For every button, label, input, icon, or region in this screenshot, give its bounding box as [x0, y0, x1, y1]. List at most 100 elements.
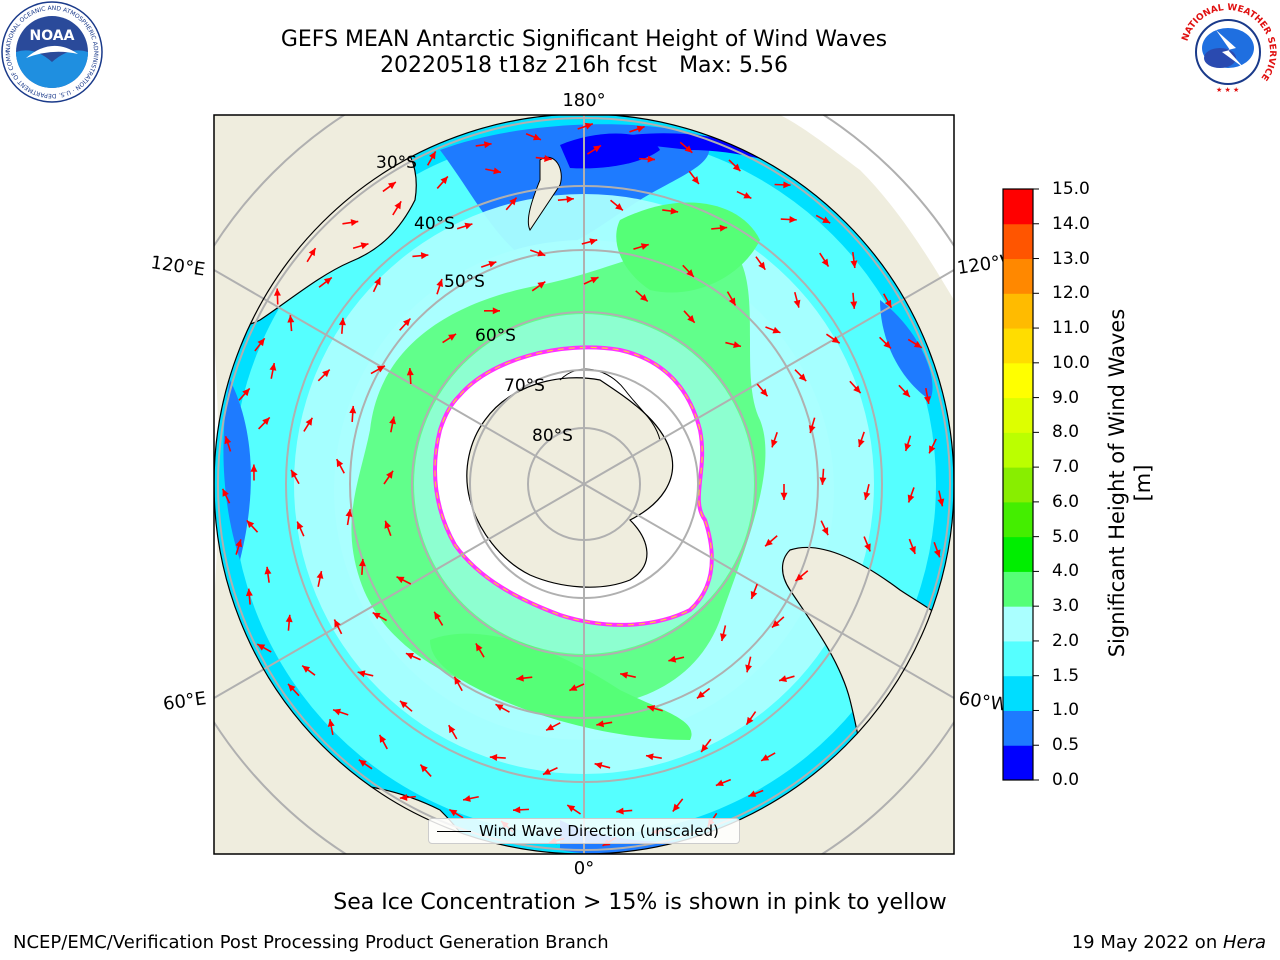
wave-arrow-head [584, 122, 593, 130]
colorbar-swatch [1003, 293, 1033, 329]
wave-arrow-head [532, 133, 541, 141]
colorbar-tick-label: 0.5 [1052, 735, 1080, 756]
wave-arrow-head [750, 590, 758, 599]
colorbar-tick-label: 13.0 [1052, 248, 1090, 269]
wave-arrow-head [257, 644, 266, 651]
colorbar-frame [1002, 188, 1034, 781]
wave-arrow-head [819, 477, 827, 485]
wave-arrow-head [374, 277, 381, 286]
wave-arrow-head [748, 790, 757, 797]
wave-arrow-head [357, 670, 366, 678]
wave-arrow-head [771, 439, 778, 448]
wave-arrow-head [358, 759, 367, 767]
host-name: Hera [1222, 932, 1266, 953]
wave-arrow-head [339, 317, 346, 326]
colorbar-tick-label: 15.0 [1052, 179, 1090, 199]
wave-arrow-head [933, 549, 941, 558]
wave-arrow-head [509, 197, 517, 206]
wave-arrow-head [853, 385, 861, 394]
wave-arrow-head [406, 368, 414, 376]
wave-arrow-head [389, 416, 396, 425]
wave-arrow-head [285, 614, 293, 623]
colorbar-tick-label: 1.5 [1052, 665, 1080, 686]
nws-logo: NATIONAL WEATHER SERVICE ★ ★ ★ [1178, 2, 1278, 102]
lat-label-80s: 80°S [532, 426, 573, 446]
wave-arrow-head [783, 181, 791, 189]
wave-arrow-head [488, 260, 497, 268]
wind-wave-arrows [221, 122, 945, 847]
colorbar-swatch [1003, 745, 1033, 781]
wave-arrow-head [537, 281, 546, 289]
colorbar-tick-label: 4.0 [1052, 561, 1080, 582]
wave-arrow-head [929, 445, 936, 454]
colorbar-tick-label: 8.0 [1052, 422, 1080, 443]
colorbar [1003, 188, 1039, 781]
colorbar-swatch [1003, 432, 1033, 468]
wave-arrow-head [288, 683, 296, 692]
wave-arrow-head [645, 753, 654, 761]
colorbar-swatch [1003, 223, 1033, 260]
blank-corner [780, 115, 954, 300]
colorbar-tick-label: 5.0 [1052, 526, 1080, 547]
wave-arrow-head [795, 573, 804, 582]
issue-date-text: 19 May 2022 on [1071, 932, 1223, 953]
wave-arrow-head [537, 249, 546, 257]
credit-text: NCEP/EMC/Verification Post Processing Pr… [13, 932, 609, 953]
wave-arrow-head [596, 720, 605, 728]
wave-arrow-head [386, 470, 394, 479]
wave-arrow-head [305, 417, 313, 426]
wave-arrow-head [670, 207, 679, 215]
colorbar-swatch [1003, 710, 1033, 746]
wave-arrow-head [567, 805, 576, 812]
wave-arrow-head [405, 653, 414, 660]
wave-arrow-head [761, 754, 770, 761]
wave-arrow-head [620, 671, 628, 679]
colorbar-swatch [1003, 258, 1033, 294]
wave-arrow-head [287, 315, 295, 323]
wave-arrow-head [593, 145, 601, 153]
wave-arrow-head [542, 768, 551, 775]
wave-arrow-head [512, 806, 521, 814]
colorbar-swatch [1003, 606, 1033, 642]
wave-arrow-head [745, 664, 752, 673]
lon-label-60w: 60°W [957, 688, 1009, 716]
wave-arrow-head [434, 611, 441, 620]
lon-label-180: 180° [562, 90, 605, 111]
wave-arrow-head [684, 145, 693, 153]
wave-arrow-head [495, 704, 504, 711]
wave-arrow-head [399, 700, 408, 709]
legend-line-swatch [437, 831, 471, 832]
wave-arrow-head [336, 459, 344, 468]
wave-arrow-head [242, 388, 250, 397]
wave-arrow-head [779, 675, 788, 682]
wave-arrow-head [719, 224, 728, 232]
wave-arrow-head [728, 297, 736, 306]
wave-arrow-head [376, 365, 385, 373]
wave-arrow-head [262, 417, 270, 426]
max-value-label: Max: 5.56 [679, 53, 788, 78]
colorbar-swatch [1003, 328, 1033, 364]
wave-arrow-head [884, 299, 892, 308]
wave-arrow-head [436, 279, 444, 287]
wave-arrow-head [668, 655, 677, 663]
wave-arrow-head [333, 708, 342, 716]
wave-arrow-head [743, 192, 752, 199]
wave-arrow-head [691, 176, 699, 184]
wave-arrow-head [715, 779, 724, 787]
colorbar-tick-label: 2.0 [1052, 630, 1080, 651]
wave-arrow-head [308, 248, 316, 257]
wave-arrow-head [850, 301, 858, 309]
wave-arrow-head [909, 545, 916, 554]
wave-arrow-head [291, 469, 298, 478]
wave-arrow-head [904, 443, 912, 452]
wave-arrow-head [822, 216, 831, 224]
wave-arrow-head [322, 369, 330, 378]
colorbar-swatch [1003, 362, 1033, 399]
colorbar-tick-label: 12.0 [1052, 283, 1090, 304]
colorbar-tick-label: 11.0 [1052, 318, 1090, 339]
lat-label-30s: 30°S [376, 153, 417, 173]
map-legend: Wind Wave Direction (unscaled) [428, 818, 740, 844]
wave-arrow-head [883, 340, 892, 349]
sea-ice-footnote: Sea Ice Concentration > 15% is shown in … [333, 890, 947, 915]
wave-arrow-head [483, 141, 492, 149]
